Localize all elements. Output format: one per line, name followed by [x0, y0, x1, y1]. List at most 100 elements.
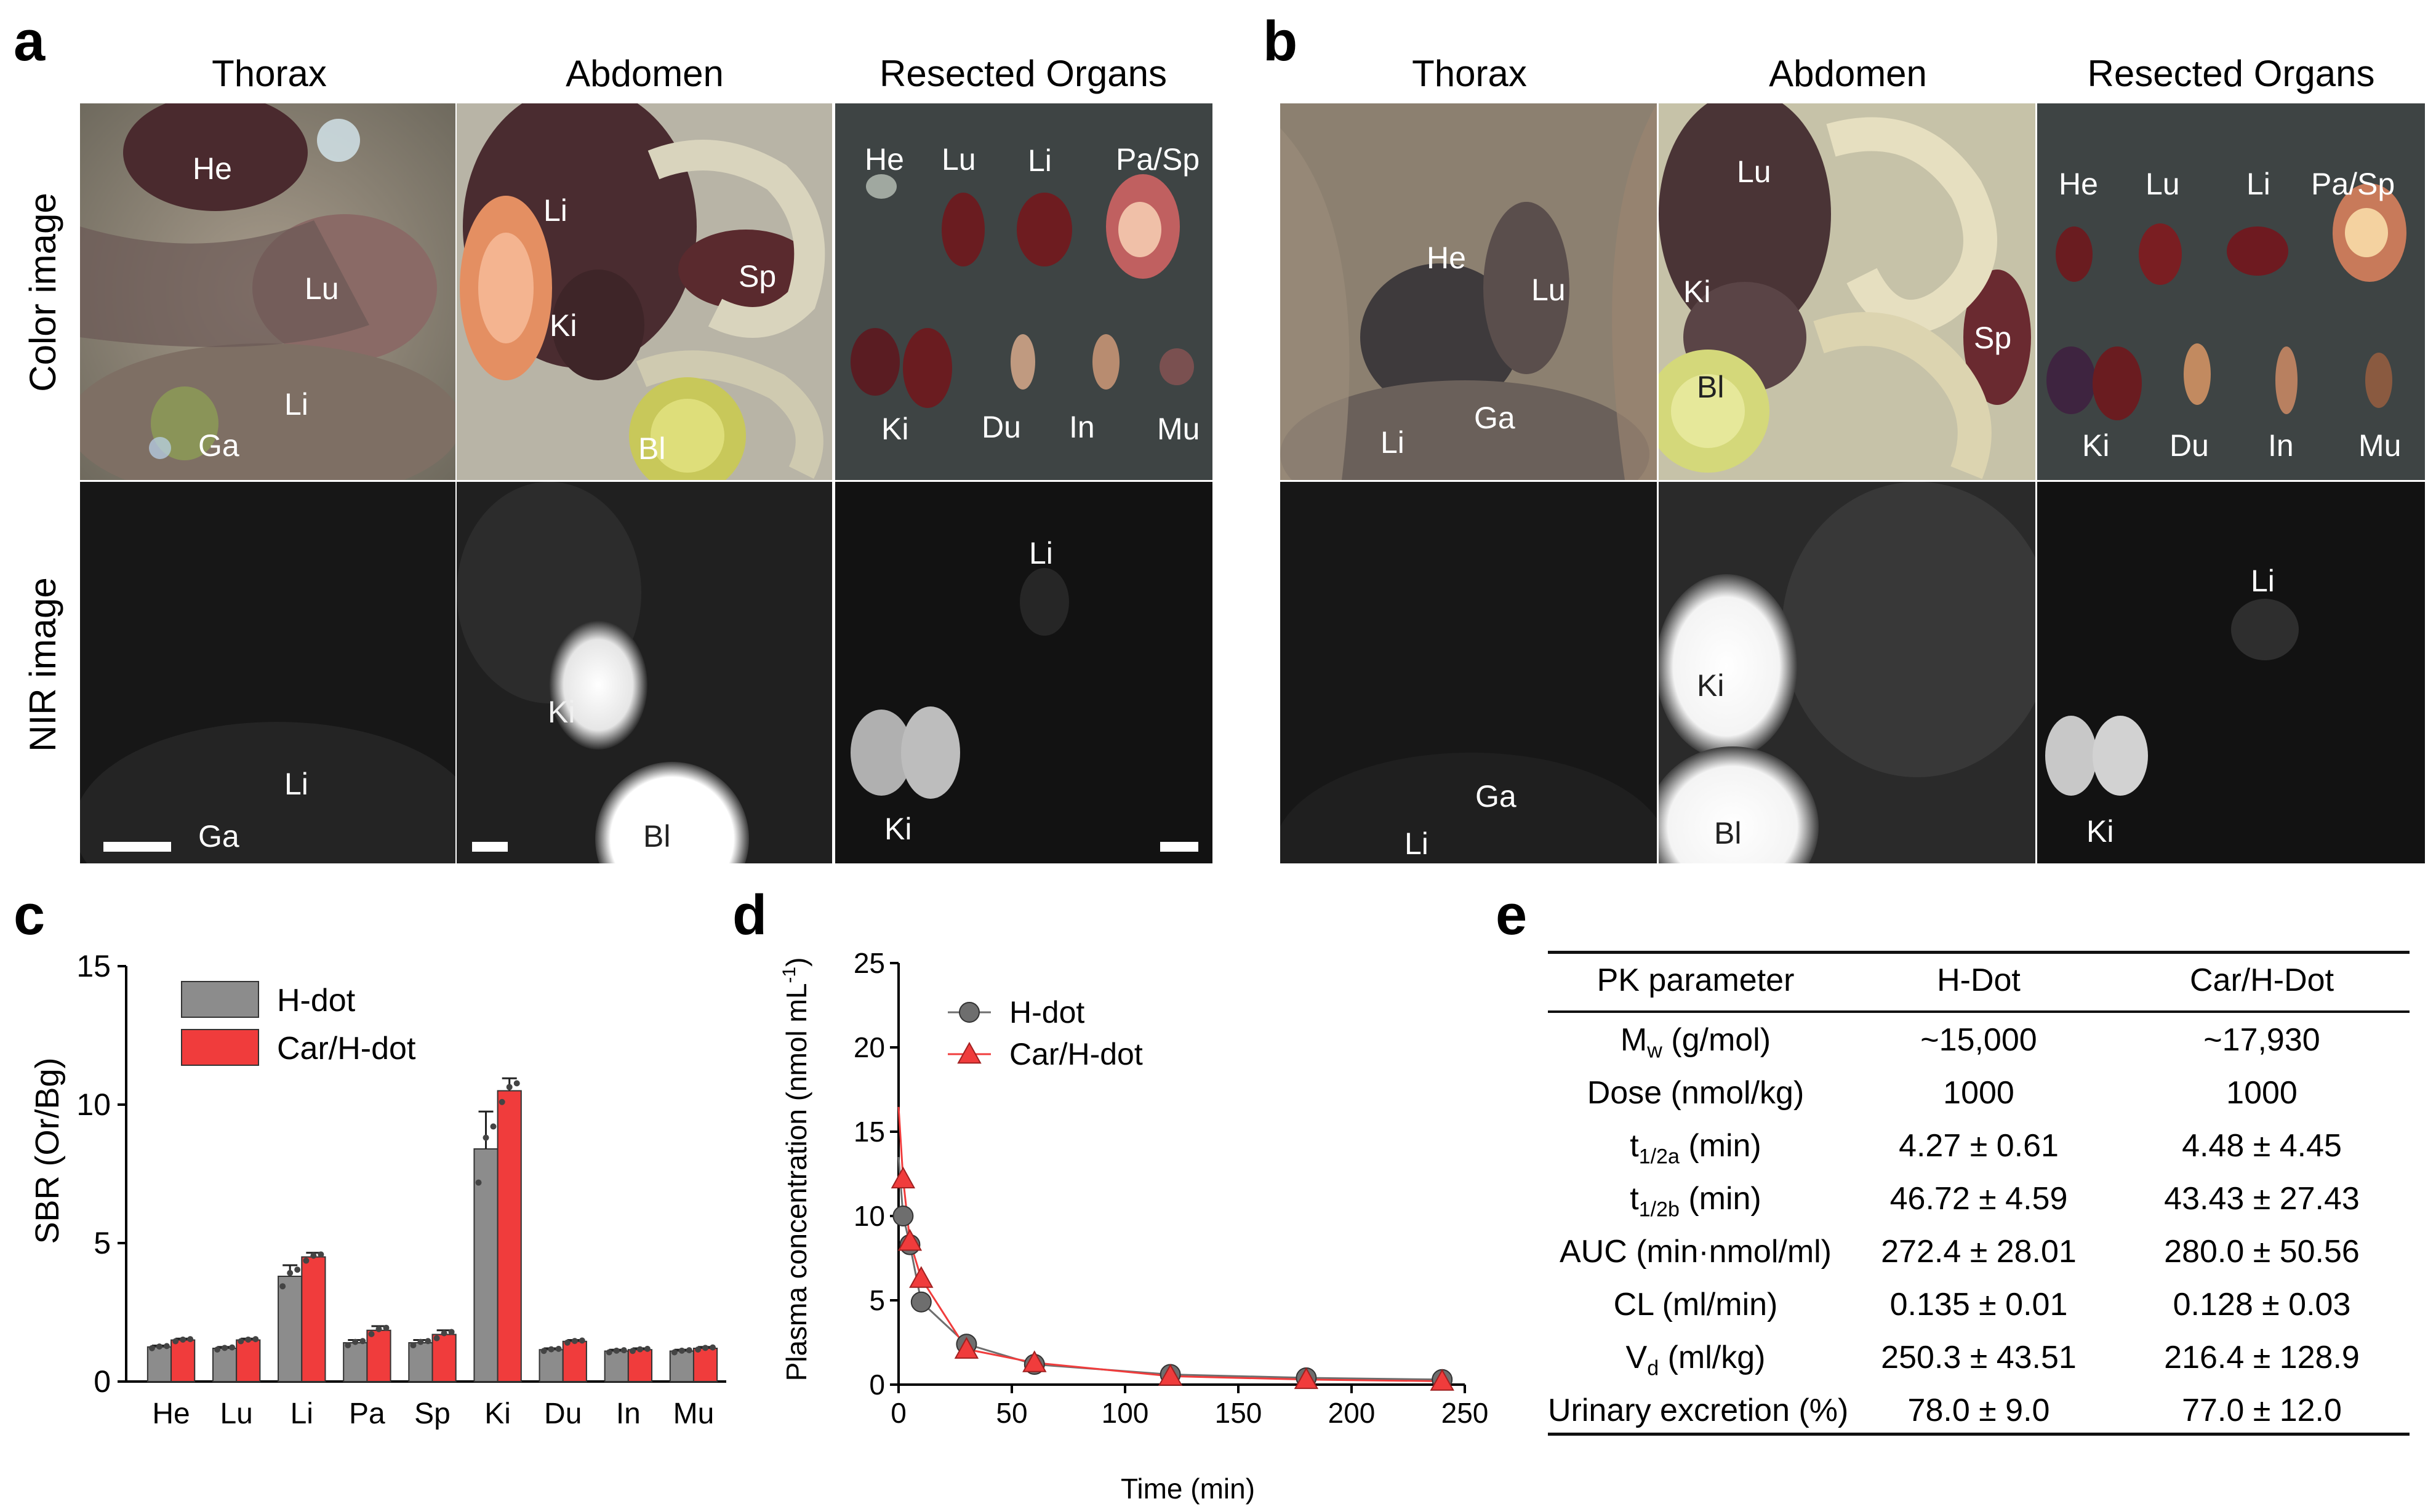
a-nt-ga: Ga [198, 819, 239, 854]
c-bar [146, 1346, 172, 1382]
a-col-resected: Resected Organs [879, 53, 1167, 94]
c-datapoint [294, 1266, 301, 1273]
d-point-carhdot [1158, 1364, 1183, 1386]
a-nir-thorax-scalebar [103, 842, 171, 852]
d-legend-label: H-dot [1009, 995, 1084, 1030]
table-hdot-cell: ~15,000 [1920, 1022, 2037, 1058]
d-ylabel-sup: -1 [782, 967, 799, 983]
c-datapoint [287, 1270, 294, 1276]
c-datapoint [671, 1349, 678, 1356]
table-param-cell: Dose (nmol/kg) [1548, 1074, 1843, 1111]
d-fit-curve [897, 1156, 1443, 1381]
c-bar [669, 1350, 694, 1382]
table-param-text: Dose (nmol/kg) [1587, 1075, 1805, 1111]
c-datapoint [571, 1338, 578, 1345]
c-datapoint [564, 1339, 571, 1346]
b-ct-li: Li [1380, 425, 1404, 460]
a-nr-li: Li [1029, 536, 1053, 570]
table-param-text: CL (ml/min) [1613, 1287, 1778, 1322]
b-nt-ga: Ga [1475, 779, 1516, 814]
c-datapoint [214, 1346, 221, 1353]
panel-label-b: b [1263, 10, 1298, 73]
table-carhdot-cell: 216.4 ± 128.9 [2164, 1340, 2360, 1375]
table-carhdot-cell: 0.128 ± 0.03 [2173, 1287, 2351, 1322]
c-datapoint [433, 1335, 440, 1342]
c-datapoint [410, 1342, 417, 1349]
c-bar [692, 1348, 718, 1382]
a-nt-li: Li [284, 767, 308, 801]
table-param-text: t [1630, 1181, 1639, 1217]
c-bar [604, 1350, 629, 1382]
c-legend-label: Car/H-dot [277, 1031, 416, 1066]
c-legend-swatch [181, 1029, 259, 1066]
b-nt-li: Li [1404, 826, 1428, 861]
d-point-carhdot [1294, 1367, 1319, 1390]
table-param-unit: (min) [1679, 1181, 1761, 1217]
table-param-cell: AUC (min·nmol/ml) [1548, 1233, 1843, 1270]
table-param-unit: (min) [1679, 1128, 1761, 1164]
c-ytick-label: 15 [76, 949, 111, 983]
d-xtick-label: 100 [1102, 1397, 1149, 1429]
c-datapoint [345, 1342, 351, 1349]
th-hdot: H-Dot [1937, 962, 2021, 998]
b-ct-he: He [1427, 241, 1466, 275]
a-color-thorax-image [80, 103, 455, 480]
table-top-rule [1548, 951, 2410, 954]
table-carhdot-cell: 43.43 ± 27.43 [2164, 1181, 2360, 1217]
d-xtick-label: 150 [1215, 1397, 1262, 1429]
th-carhdot: Car/H-Dot [2189, 962, 2334, 998]
d-xtick-label: 50 [996, 1397, 1027, 1429]
d-point-carhdot [1430, 1369, 1454, 1391]
a-na-ki: Ki [548, 695, 575, 729]
c-ylabel: SBR (Or/Bg) [29, 1057, 66, 1244]
table-param-text: AUC (min·nmol/ml) [1560, 1234, 1832, 1270]
d-point-hdot [892, 1206, 914, 1226]
c-bar [497, 1090, 522, 1382]
b-ca-ki: Ki [1683, 274, 1711, 309]
table-mid-rule [1548, 1010, 2410, 1013]
c-bar [278, 1276, 303, 1382]
c-datapoint [417, 1338, 424, 1345]
a-color-abdomen-image [457, 103, 832, 480]
c-xtick-label: Pa [349, 1398, 385, 1430]
th-param: PK parameter [1597, 962, 1795, 998]
c-datapoint [702, 1345, 709, 1351]
c-datapoint [678, 1347, 685, 1354]
d-xtick-label: 250 [1441, 1397, 1489, 1429]
c-datapoint [180, 1336, 186, 1343]
a-cr-li: Li [1028, 143, 1052, 178]
a-ct-ga: Ga [198, 428, 239, 463]
c-datapoint [368, 1330, 375, 1337]
c-datapoint [425, 1338, 431, 1345]
c-datapoint [506, 1084, 513, 1090]
c-xtick-label: He [152, 1398, 190, 1430]
c-bar [212, 1348, 238, 1382]
b-cr-ki: Ki [2082, 428, 2110, 463]
c-datapoint [606, 1349, 612, 1356]
d-point-carhdot [909, 1266, 934, 1288]
b-nir-thorax-image [1280, 482, 1657, 863]
b-ca-sp: Sp [1974, 321, 2012, 355]
c-ytick-label: 10 [76, 1087, 111, 1122]
table-hdot-cell: 0.135 ± 0.01 [1889, 1287, 2068, 1322]
c-datapoint [686, 1347, 692, 1354]
a-ca-li: Li [543, 193, 567, 228]
d-point-carhdot [1022, 1350, 1047, 1372]
c-datapoint [636, 1346, 643, 1353]
c-datapoint [613, 1347, 620, 1354]
c-datapoint [620, 1347, 627, 1354]
b-nr-ki: Ki [2086, 814, 2114, 849]
c-datapoint [172, 1338, 179, 1345]
d-legend-label: Car/H-dot [1009, 1037, 1143, 1071]
d-legend-marker [959, 1002, 980, 1023]
table-param-cell: t1/2a (min) [1548, 1127, 1843, 1169]
c-datapoint [229, 1344, 236, 1351]
table-carhdot-cell: 4.48 ± 4.45 [2182, 1128, 2342, 1164]
c-datapoint [252, 1336, 259, 1343]
b-na-ki: Ki [1697, 668, 1725, 703]
a-ca-ki: Ki [550, 308, 577, 343]
b-cr-mu: Mu [2358, 428, 2402, 463]
table-hdot-cell: 272.4 ± 28.01 [1881, 1234, 2077, 1270]
d-fit-curve [897, 1106, 1443, 1382]
b-col-abdomen: Abdomen [1769, 53, 1927, 94]
